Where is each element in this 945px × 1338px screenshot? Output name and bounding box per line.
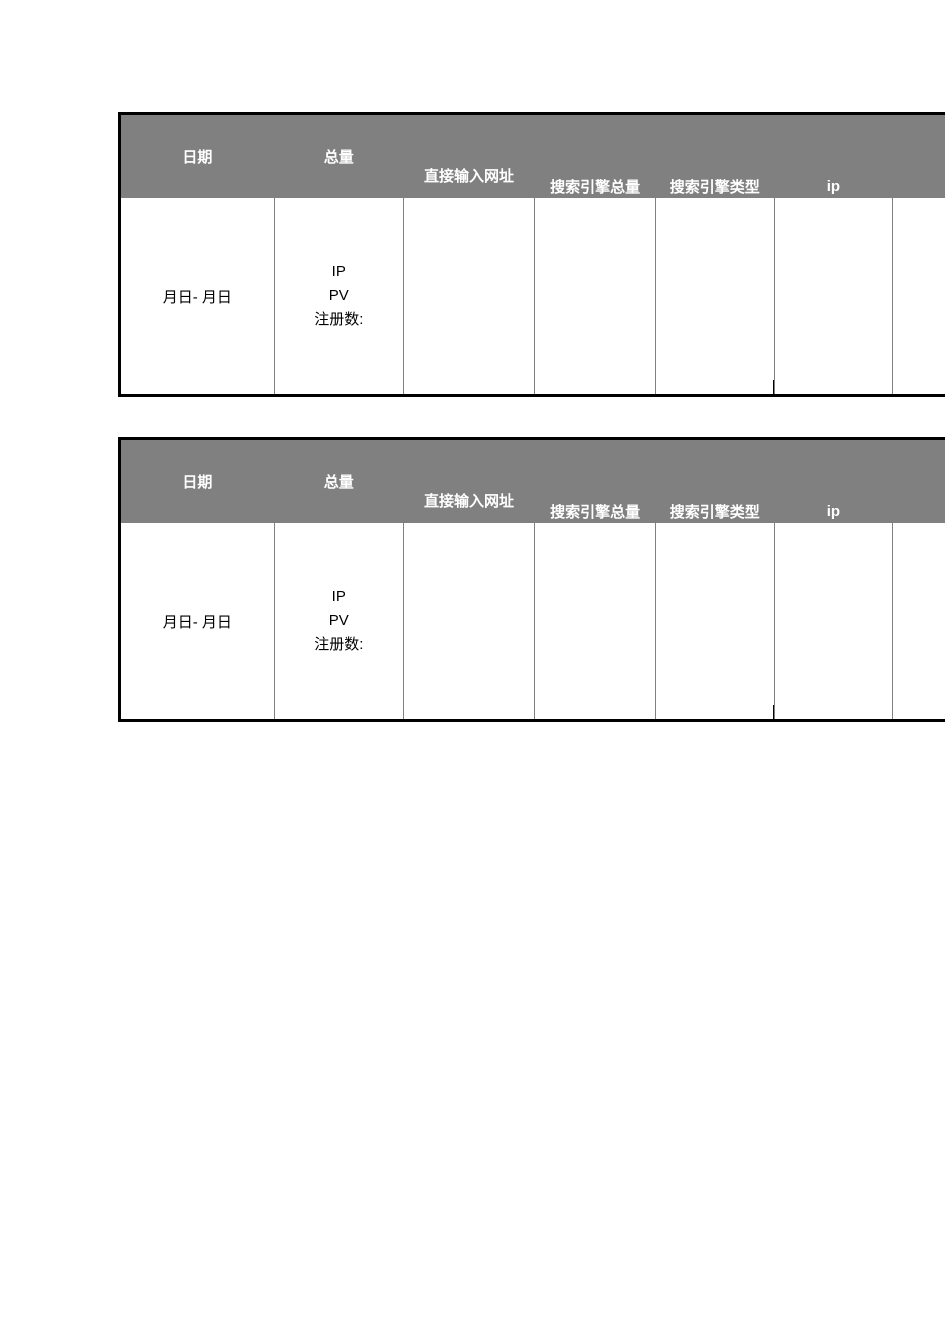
col-header-direct: 直接输入网址: [403, 154, 534, 198]
table-spacer: [118, 397, 945, 437]
table-row: 月日- 月日 IP PV 注册数:: [120, 523, 945, 721]
cell-total: IP PV 注册数:: [274, 523, 403, 721]
col-header-se-ip: ip: [774, 176, 893, 198]
cell-date: 月日- 月日: [120, 198, 275, 396]
col-header-se-type: 搜索引擎类型: [655, 501, 774, 523]
col-header-group-top: [403, 114, 945, 154]
col-header-date: 日期: [120, 439, 275, 523]
cell-se-more: [893, 198, 945, 396]
col-header-se-more: [893, 176, 945, 198]
table-row: 月日- 月日 IP PV 注册数:: [120, 198, 945, 396]
col-header-date: 日期: [120, 114, 275, 198]
cell-total: IP PV 注册数:: [274, 198, 403, 396]
cell-se-sum: [535, 523, 656, 721]
col-header-total: 总量: [274, 114, 403, 198]
col-header-group-top: [403, 439, 945, 479]
total-line-reg: 注册数:: [275, 633, 403, 657]
cell-se-ip: [774, 523, 893, 721]
data-table-2: 日期 总量 直接输入网址 搜索引 搜索引擎总量 搜索引擎类型 ip 月日- 月日…: [118, 437, 945, 722]
col-header-direct: 直接输入网址: [403, 479, 534, 523]
cell-direct: [403, 198, 534, 396]
table-container-2: 日期 总量 直接输入网址 搜索引 搜索引擎总量 搜索引擎类型 ip 月日- 月日…: [118, 437, 945, 722]
col-header-search-group: 搜索引: [535, 479, 945, 501]
cell-se-ip: [774, 198, 893, 396]
total-line-ip: IP: [275, 260, 403, 284]
cell-se-type: [655, 198, 774, 396]
cell-se-more: [893, 523, 945, 721]
total-line-pv: PV: [275, 609, 403, 633]
cell-direct: [403, 523, 534, 721]
cell-se-sum: [535, 198, 656, 396]
cell-se-type: [655, 523, 774, 721]
col-header-search-group: 搜索引: [535, 154, 945, 176]
table-container-1: 日期 总量 直接输入网址 搜索引 搜索引擎总量 搜索引擎类型 ip 月日- 月日…: [118, 112, 945, 397]
col-header-se-total: 搜索引擎总量: [535, 501, 656, 523]
total-line-reg: 注册数:: [275, 308, 403, 332]
col-header-se-more: [893, 501, 945, 523]
cell-date: 月日- 月日: [120, 523, 275, 721]
data-table-1: 日期 总量 直接输入网址 搜索引 搜索引擎总量 搜索引擎类型 ip 月日- 月日…: [118, 112, 945, 397]
col-header-se-ip: ip: [774, 501, 893, 523]
total-line-pv: PV: [275, 284, 403, 308]
col-header-se-type: 搜索引擎类型: [655, 176, 774, 198]
col-header-total: 总量: [274, 439, 403, 523]
col-header-se-total: 搜索引擎总量: [535, 176, 656, 198]
total-line-ip: IP: [275, 585, 403, 609]
